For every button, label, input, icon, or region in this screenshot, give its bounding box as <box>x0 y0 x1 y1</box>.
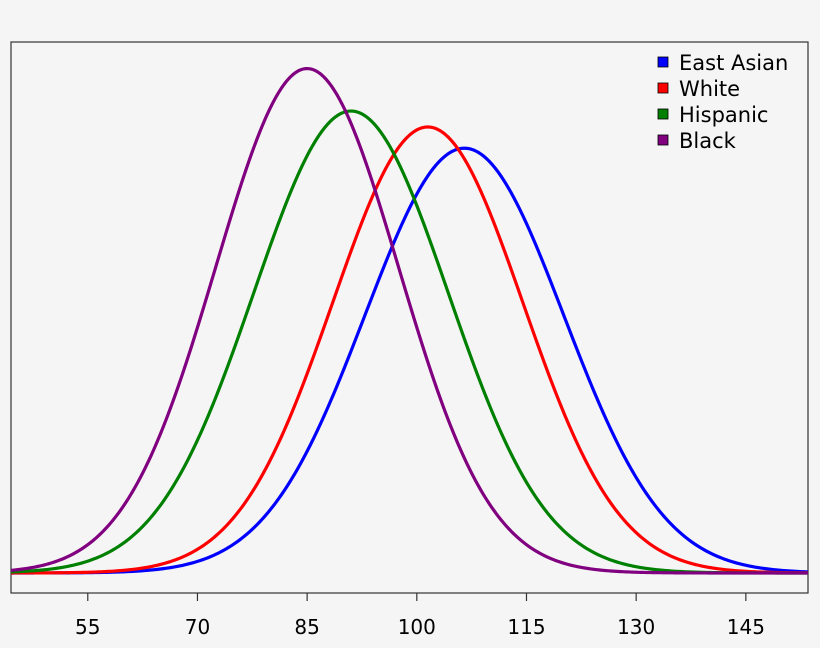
legend-label-black: Black <box>679 129 737 153</box>
x-tick-label-2: 85 <box>294 615 319 639</box>
x-tick-label-1: 70 <box>185 615 210 639</box>
x-axis: 55 70 85 100 115 130 145 <box>75 593 765 639</box>
series-line-east-asian <box>11 146 809 575</box>
x-tick-label-0: 55 <box>75 615 100 639</box>
series-line-hispanic <box>10 109 808 575</box>
x-tick-label-3: 100 <box>398 615 436 639</box>
x-tick-label-5: 130 <box>617 615 655 639</box>
legend-swatch-hispanic <box>657 108 669 120</box>
legend-label-east-asian: East Asian <box>679 51 788 75</box>
series-line-black <box>10 66 808 575</box>
legend-swatch-east-asian <box>657 56 669 68</box>
legend-label-white: White <box>679 77 740 101</box>
legend-swatch-white <box>657 82 669 94</box>
legend-label-hispanic: Hispanic <box>679 103 768 127</box>
x-tick-label-6: 145 <box>727 615 765 639</box>
legend-swatch-black <box>657 134 669 146</box>
series-line-white <box>11 125 809 575</box>
x-tick-label-4: 115 <box>507 615 545 639</box>
series-curves <box>10 66 809 575</box>
